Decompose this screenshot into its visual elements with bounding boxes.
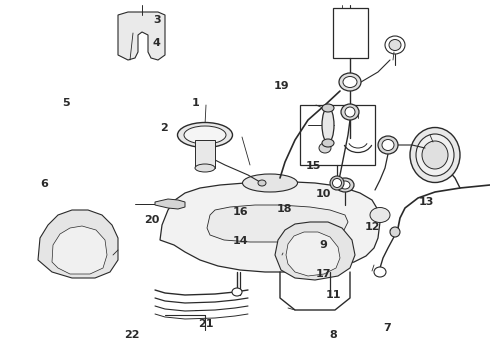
Text: 12: 12 [365,222,380,232]
Ellipse shape [340,181,350,189]
Ellipse shape [374,267,386,277]
Text: 5: 5 [62,98,70,108]
Ellipse shape [195,164,215,172]
Text: 10: 10 [316,189,331,199]
Ellipse shape [343,77,357,87]
Ellipse shape [336,178,354,192]
Ellipse shape [385,36,405,54]
Ellipse shape [322,139,334,147]
Polygon shape [160,182,380,272]
Ellipse shape [390,227,400,237]
Ellipse shape [232,288,242,296]
Text: 2: 2 [160,123,168,133]
Ellipse shape [370,207,390,222]
Text: 17: 17 [316,269,331,279]
Text: 14: 14 [232,236,248,246]
Text: 16: 16 [232,207,248,217]
Ellipse shape [333,179,342,188]
Polygon shape [155,199,185,209]
Text: 4: 4 [153,38,161,48]
Text: 22: 22 [124,330,140,340]
Text: 13: 13 [418,197,434,207]
Ellipse shape [345,107,355,117]
Ellipse shape [184,126,226,144]
Polygon shape [286,232,340,276]
Bar [300,105,375,165]
Ellipse shape [322,104,334,112]
Text: 19: 19 [274,81,290,91]
Ellipse shape [382,140,394,150]
Ellipse shape [339,73,361,91]
Polygon shape [207,205,348,242]
Ellipse shape [177,122,232,148]
Polygon shape [118,12,165,60]
Ellipse shape [322,108,334,143]
Polygon shape [52,226,107,274]
Text: 7: 7 [383,323,391,333]
Text: 15: 15 [306,161,321,171]
Text: 21: 21 [198,319,214,329]
Polygon shape [38,210,118,278]
Text: 3: 3 [153,15,161,25]
Text: 6: 6 [40,179,48,189]
Ellipse shape [378,136,398,154]
Ellipse shape [410,127,460,183]
Ellipse shape [341,104,359,120]
Text: 11: 11 [325,290,341,300]
Ellipse shape [243,174,297,192]
Ellipse shape [416,134,454,176]
Text: 9: 9 [319,240,327,250]
Ellipse shape [319,143,331,153]
Ellipse shape [330,176,344,190]
Polygon shape [275,222,355,280]
Text: 18: 18 [276,204,292,214]
Text: 8: 8 [329,330,337,340]
Text: 1: 1 [192,98,200,108]
Polygon shape [195,140,215,168]
Ellipse shape [422,141,448,169]
Ellipse shape [258,180,266,186]
Bar [333,8,368,58]
Ellipse shape [389,40,401,50]
Text: 20: 20 [144,215,160,225]
